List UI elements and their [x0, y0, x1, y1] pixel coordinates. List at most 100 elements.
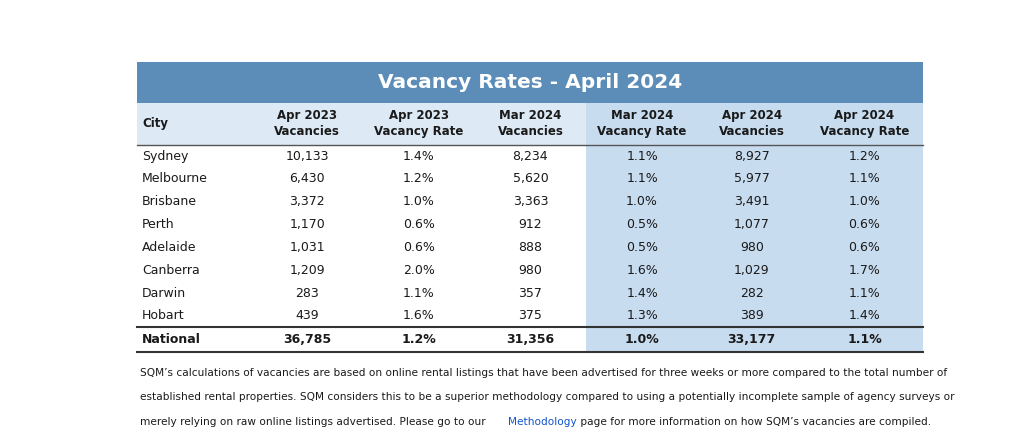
FancyBboxPatch shape — [805, 327, 923, 352]
FancyBboxPatch shape — [698, 282, 805, 304]
Text: 1.2%: 1.2% — [402, 333, 436, 346]
Text: 1.7%: 1.7% — [849, 264, 881, 277]
Text: Apr 2023
Vacancies: Apr 2023 Vacancies — [274, 109, 341, 138]
FancyBboxPatch shape — [805, 102, 923, 145]
Text: 1.6%: 1.6% — [403, 310, 435, 322]
Text: 1.0%: 1.0% — [626, 195, 658, 208]
Text: Apr 2023
Vacancy Rate: Apr 2023 Vacancy Rate — [374, 109, 464, 138]
Text: 31,356: 31,356 — [506, 333, 555, 346]
FancyBboxPatch shape — [805, 190, 923, 213]
FancyBboxPatch shape — [698, 236, 805, 259]
Text: Methodology: Methodology — [508, 416, 576, 426]
FancyBboxPatch shape — [138, 62, 923, 102]
Text: 0.5%: 0.5% — [626, 241, 658, 254]
Text: 1.1%: 1.1% — [849, 172, 881, 185]
FancyBboxPatch shape — [138, 236, 923, 259]
Text: 980: 980 — [519, 264, 542, 277]
FancyBboxPatch shape — [586, 304, 698, 327]
Text: 1.4%: 1.4% — [403, 150, 435, 163]
Text: SQM’s calculations of vacancies are based on online rental listings that have be: SQM’s calculations of vacancies are base… — [140, 368, 947, 378]
Text: 283: 283 — [295, 286, 319, 300]
Text: 1.1%: 1.1% — [403, 286, 435, 300]
Text: Brisbane: Brisbane — [142, 195, 198, 208]
Text: 3,372: 3,372 — [290, 195, 325, 208]
Text: 357: 357 — [519, 286, 542, 300]
FancyBboxPatch shape — [805, 213, 923, 236]
FancyBboxPatch shape — [805, 282, 923, 304]
Text: 1.4%: 1.4% — [626, 286, 658, 300]
FancyBboxPatch shape — [586, 145, 698, 167]
Text: Sydney: Sydney — [142, 150, 188, 163]
FancyBboxPatch shape — [138, 282, 923, 304]
Text: 5,620: 5,620 — [512, 172, 549, 185]
Text: 375: 375 — [519, 310, 542, 322]
Text: 36,785: 36,785 — [284, 333, 331, 346]
Text: 8,234: 8,234 — [512, 150, 549, 163]
Text: 0.5%: 0.5% — [626, 218, 658, 231]
FancyBboxPatch shape — [805, 259, 923, 282]
Text: 1.2%: 1.2% — [849, 150, 881, 163]
FancyBboxPatch shape — [698, 145, 805, 167]
Text: 1,209: 1,209 — [290, 264, 325, 277]
Text: established rental properties. SQM considers this to be a superior methodology c: established rental properties. SQM consi… — [140, 392, 954, 402]
FancyBboxPatch shape — [138, 102, 923, 145]
FancyBboxPatch shape — [138, 213, 923, 236]
FancyBboxPatch shape — [138, 145, 923, 167]
FancyBboxPatch shape — [138, 190, 923, 213]
Text: Canberra: Canberra — [142, 264, 200, 277]
Text: merely relying on raw online listings advertised. Please go to our: merely relying on raw online listings ad… — [140, 416, 489, 426]
Text: 1,029: 1,029 — [734, 264, 770, 277]
FancyBboxPatch shape — [805, 145, 923, 167]
Text: City: City — [142, 117, 169, 130]
Text: 0.6%: 0.6% — [849, 218, 881, 231]
Text: 1,077: 1,077 — [734, 218, 770, 231]
Text: 1.4%: 1.4% — [849, 310, 881, 322]
FancyBboxPatch shape — [805, 167, 923, 190]
Text: Apr 2024
Vacancy Rate: Apr 2024 Vacancy Rate — [820, 109, 909, 138]
FancyBboxPatch shape — [138, 259, 923, 282]
Text: Mar 2024
Vacancy Rate: Mar 2024 Vacancy Rate — [597, 109, 687, 138]
FancyBboxPatch shape — [138, 327, 923, 352]
Text: 1.1%: 1.1% — [626, 172, 658, 185]
FancyBboxPatch shape — [805, 304, 923, 327]
Text: 3,491: 3,491 — [734, 195, 769, 208]
Text: National: National — [142, 333, 201, 346]
Text: 0.6%: 0.6% — [849, 241, 881, 254]
Text: 2.0%: 2.0% — [403, 264, 435, 277]
Text: 1,170: 1,170 — [290, 218, 325, 231]
Text: Vacancy Rates - April 2024: Vacancy Rates - April 2024 — [379, 73, 682, 92]
Text: 1.1%: 1.1% — [848, 333, 882, 346]
Text: 1.2%: 1.2% — [403, 172, 435, 185]
Text: 1.6%: 1.6% — [626, 264, 658, 277]
FancyBboxPatch shape — [138, 167, 923, 190]
FancyBboxPatch shape — [586, 259, 698, 282]
Text: 1.3%: 1.3% — [626, 310, 658, 322]
FancyBboxPatch shape — [586, 236, 698, 259]
Text: 1.1%: 1.1% — [626, 150, 658, 163]
Text: Melbourne: Melbourne — [142, 172, 208, 185]
Text: 1.0%: 1.0% — [625, 333, 659, 346]
Text: 10,133: 10,133 — [286, 150, 329, 163]
Text: Mar 2024
Vacancies: Mar 2024 Vacancies — [498, 109, 563, 138]
FancyBboxPatch shape — [698, 213, 805, 236]
Text: 1.1%: 1.1% — [849, 286, 881, 300]
FancyBboxPatch shape — [138, 304, 923, 327]
Text: 0.6%: 0.6% — [403, 241, 435, 254]
Text: Darwin: Darwin — [142, 286, 186, 300]
FancyBboxPatch shape — [698, 259, 805, 282]
Text: 1.0%: 1.0% — [849, 195, 881, 208]
FancyBboxPatch shape — [698, 327, 805, 352]
Text: Adelaide: Adelaide — [142, 241, 197, 254]
Text: 3,363: 3,363 — [512, 195, 549, 208]
Text: 282: 282 — [740, 286, 764, 300]
FancyBboxPatch shape — [586, 102, 698, 145]
FancyBboxPatch shape — [805, 236, 923, 259]
FancyBboxPatch shape — [698, 190, 805, 213]
Text: 888: 888 — [519, 241, 542, 254]
FancyBboxPatch shape — [698, 167, 805, 190]
Text: Apr 2024
Vacancies: Apr 2024 Vacancies — [718, 109, 785, 138]
Text: 6,430: 6,430 — [290, 172, 325, 185]
Text: 8,927: 8,927 — [734, 150, 770, 163]
Text: Hobart: Hobart — [142, 310, 185, 322]
Text: 912: 912 — [519, 218, 542, 231]
